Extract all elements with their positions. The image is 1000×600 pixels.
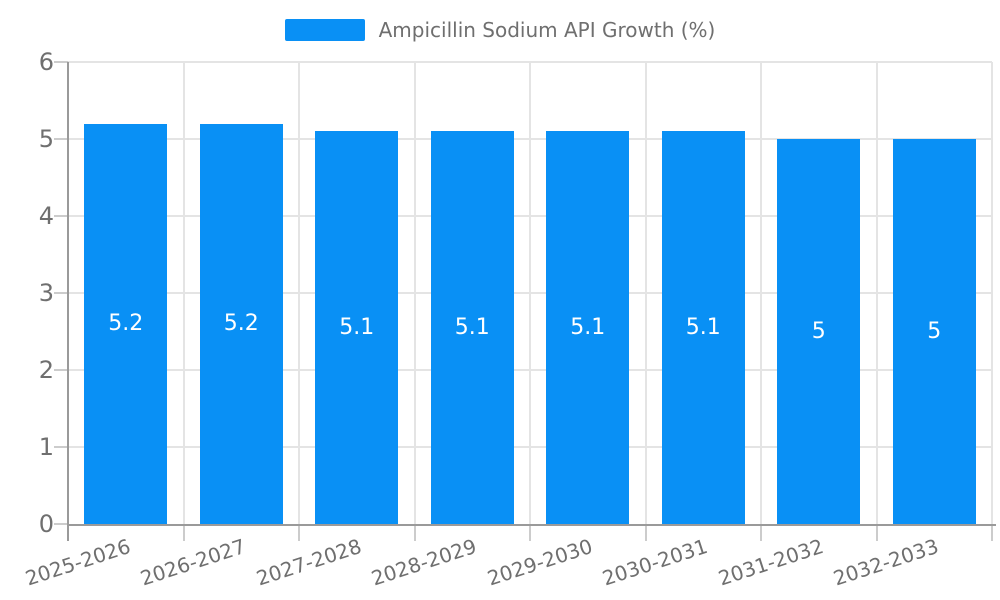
bar[interactable]: 5.1 <box>546 131 630 524</box>
y-axis-tick <box>54 215 68 217</box>
y-axis-tick-label: 6 <box>38 48 54 76</box>
x-axis-tick <box>644 526 647 541</box>
y-axis-tick <box>54 369 68 371</box>
gridline-vertical <box>760 62 762 524</box>
gridline-vertical <box>529 62 531 524</box>
bar-value-label: 5 <box>811 319 826 344</box>
x-axis-tick <box>413 526 416 541</box>
x-axis-tick <box>529 526 531 541</box>
bar[interactable]: 5.2 <box>199 123 283 524</box>
x-axis-category-label: 2030-2031 <box>599 534 711 591</box>
legend-swatch-icon[interactable] <box>284 19 365 41</box>
x-axis-category-label: 2027-2028 <box>253 534 365 591</box>
y-axis-tick <box>54 61 68 63</box>
bar-value-label: 5.1 <box>685 315 721 341</box>
x-axis-category-label: 2026-2027 <box>137 534 249 591</box>
y-axis-tick-label: 4 <box>38 202 54 230</box>
gridline-vertical <box>298 62 300 524</box>
y-axis-tick-label: 1 <box>38 433 54 461</box>
y-axis-tick <box>54 292 68 294</box>
bar[interactable]: 5.1 <box>430 131 514 524</box>
y-axis-tick <box>54 446 68 448</box>
x-axis-category-label: 2025-2026 <box>22 534 134 591</box>
bar[interactable]: 5 <box>777 139 861 524</box>
x-axis-tick <box>760 526 762 541</box>
x-axis-tick <box>875 526 878 541</box>
gridline-vertical <box>182 62 185 524</box>
x-axis-category-label: 2028-2029 <box>368 534 480 591</box>
x-axis-tick <box>182 526 185 541</box>
bar[interactable]: 5.1 <box>315 131 399 524</box>
legend[interactable]: Ampicillin Sodium API Growth (%) <box>0 18 1000 42</box>
y-axis-tick-label: 2 <box>38 356 54 384</box>
x-axis-category-label: 2031-2032 <box>715 534 827 591</box>
bar-value-label: 5.1 <box>454 315 490 341</box>
y-axis-line <box>67 62 69 541</box>
x-axis-category-label: 2029-2030 <box>484 534 596 591</box>
y-axis-tick-label: 5 <box>38 125 54 153</box>
legend-label[interactable]: Ampicillin Sodium API Growth (%) <box>378 18 716 42</box>
bar[interactable]: 5.2 <box>84 123 168 524</box>
bar-value-label: 5.2 <box>223 311 259 337</box>
y-axis-tick <box>54 138 68 140</box>
gridline-vertical <box>644 62 647 524</box>
x-axis-tick <box>298 526 300 541</box>
y-axis-tick-label: 3 <box>38 279 54 307</box>
bar[interactable]: 5 <box>892 139 976 524</box>
x-axis-category-label: 2032-2033 <box>830 534 942 591</box>
y-axis-tick <box>54 523 68 525</box>
bar-value-label: 5.1 <box>339 315 375 341</box>
gridline-vertical <box>875 62 878 524</box>
x-axis-line <box>67 524 996 526</box>
bar-value-label: 5.1 <box>570 315 606 341</box>
bar-value-label: 5.2 <box>108 311 144 337</box>
gridline-vertical <box>413 62 416 524</box>
gridline-vertical <box>991 62 993 524</box>
bar-value-label: 5 <box>927 319 942 344</box>
y-axis-tick-label: 0 <box>38 510 54 538</box>
bar[interactable]: 5.1 <box>661 131 745 524</box>
x-axis-tick <box>991 526 993 541</box>
